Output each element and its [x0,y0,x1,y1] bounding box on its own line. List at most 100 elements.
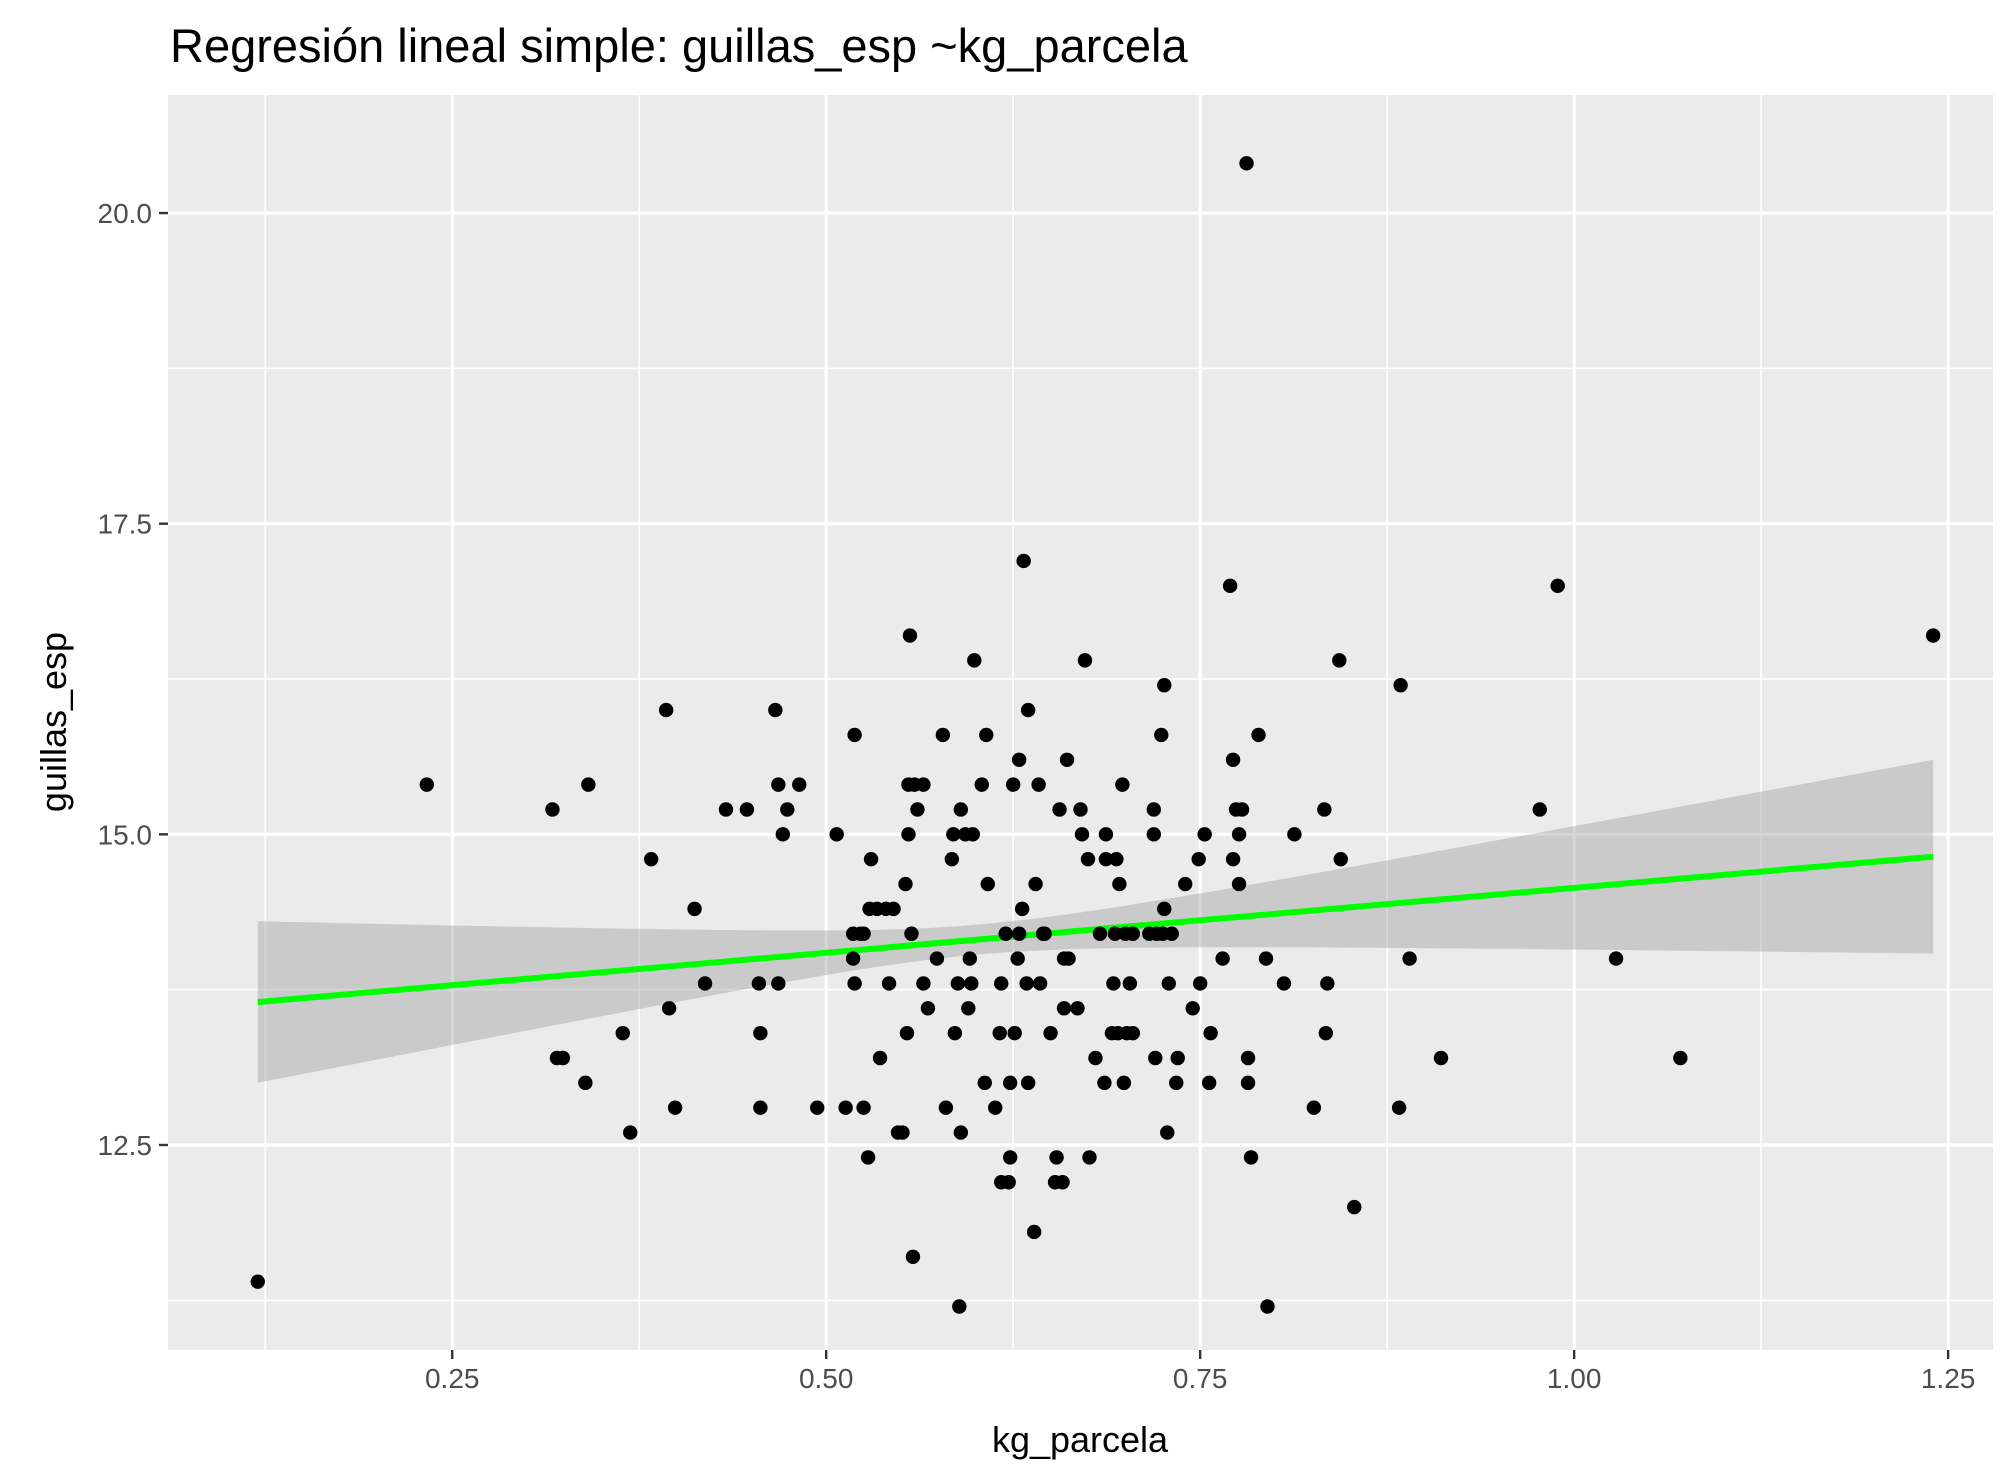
data-point [1287,827,1302,842]
data-point [658,702,674,718]
data-point [250,1274,265,1289]
data-point [988,1100,1003,1115]
data-point [1191,851,1206,867]
data-point [953,802,969,817]
data-point [847,976,862,991]
data-point [1260,1299,1275,1314]
data-point [615,1025,630,1041]
data-point [1333,851,1348,867]
data-point [946,827,961,842]
plot-panel [168,95,1993,1350]
x-axis-ticks: 0.25 0.50 0.75 1.00 1.25 [425,1350,1975,1394]
y-tick-label: 15.0 [98,819,153,850]
data-point [1192,976,1208,991]
data-point [1098,827,1114,842]
data-point [901,827,916,842]
data-point [1080,851,1096,867]
data-point [1318,1025,1334,1041]
data-point [419,777,434,792]
x-tick-label: 0.75 [1173,1363,1228,1394]
data-point [1170,1050,1185,1066]
data-point [1234,802,1250,817]
data-point [1122,976,1138,991]
data-point [1197,827,1212,842]
data-point [916,976,931,991]
data-point [768,702,783,718]
data-point [938,1100,954,1115]
data-point [979,727,994,743]
data-point [1393,678,1408,693]
data-point [697,976,713,991]
data-point [1161,976,1176,991]
data-point [1002,1075,1018,1091]
data-point [1073,802,1088,817]
data-point [1215,951,1230,966]
data-point [1011,752,1027,767]
data-point [1074,827,1090,842]
minor-gridlines [168,95,1993,1350]
data-point [1306,1100,1322,1115]
data-point [1011,926,1027,941]
data-point [961,1001,976,1016]
data-point [1433,1050,1449,1066]
data-point [1020,1075,1036,1091]
data-point [1070,1001,1085,1016]
data-point [1115,777,1130,792]
data-point [578,1075,593,1091]
data-point [1157,901,1172,917]
x-tick-label: 0.25 [425,1363,480,1394]
data-point [1019,976,1034,991]
data-point [1061,951,1076,966]
data-point [1092,926,1108,941]
data-point [1160,1125,1175,1140]
data-point [1007,1025,1022,1041]
data-point [1402,951,1417,966]
data-point [1088,1050,1103,1066]
data-point [1240,1050,1256,1066]
y-axis-ticks: 12.5 15.0 17.5 20.0 [98,198,168,1161]
data-point [1276,976,1292,991]
data-point [661,1001,677,1016]
data-point [899,1025,915,1041]
data-point [1673,1050,1688,1066]
data-point [953,1125,969,1140]
data-point [1391,1100,1407,1115]
data-point [1550,578,1565,594]
x-tick-label: 1.00 [1547,1363,1602,1394]
data-point [1116,1075,1132,1091]
data-point [902,628,918,643]
data-point [838,1100,853,1115]
data-point [845,951,861,966]
data-point [1037,926,1052,941]
data-point [944,851,960,867]
data-point [753,1025,768,1041]
chart-title: Regresión lineal simple: guillas_esp ~kg… [170,19,1188,72]
data-point [952,1299,967,1314]
data-point [771,777,786,792]
data-point [718,802,734,817]
data-point [1005,777,1021,792]
data-point [929,951,945,966]
data-point [1055,1175,1070,1190]
data-point [1332,653,1347,668]
data-point [904,926,919,941]
confidence-band [257,759,1934,1083]
x-tick-label: 0.50 [799,1363,854,1394]
data-point [1225,851,1241,867]
data-point [775,827,791,842]
data-point [998,926,1013,941]
data-point [967,653,982,668]
data-point [920,1001,936,1016]
data-point [950,976,966,991]
y-tick-label: 20.0 [98,198,153,229]
data-point [1608,951,1624,966]
data-point [980,876,995,892]
data-point [771,976,786,991]
data-point [1032,976,1048,991]
data-point [1077,653,1093,668]
data-point [1043,1025,1058,1041]
data-point [1169,1075,1184,1091]
data-point [1010,951,1025,966]
data-point [1347,1199,1362,1215]
data-point [792,777,807,792]
